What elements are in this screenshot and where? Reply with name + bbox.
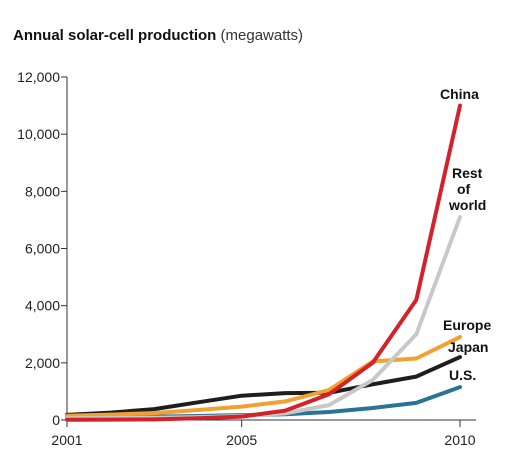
series-label-u-s: U.S. bbox=[449, 367, 476, 383]
y-tick-label: 12,000 bbox=[17, 69, 60, 85]
x-tick-label: 2010 bbox=[444, 432, 475, 448]
y-axis-ticks: 0 2,000 4,000 6,000 8,000 10,000 12,000 bbox=[17, 69, 67, 428]
y-tick-label: 2,000 bbox=[25, 355, 60, 371]
series-label-rest-of-world: of bbox=[457, 181, 471, 197]
chart-title-unit: (megawatts) bbox=[220, 27, 304, 44]
series-line-japan bbox=[65, 355, 462, 417]
series-label-china: China bbox=[440, 86, 479, 102]
y-tick-label: 0 bbox=[52, 412, 60, 428]
series-label-rest-of-world: world bbox=[448, 197, 486, 213]
y-tick-label: 6,000 bbox=[25, 241, 60, 257]
chart-title: Annual solar-cell production (megawatts) bbox=[13, 27, 303, 44]
x-tick-label: 2001 bbox=[51, 432, 82, 448]
series-label-japan: Japan bbox=[448, 339, 488, 355]
y-tick-label: 8,000 bbox=[25, 183, 60, 199]
x-tick-label: 2005 bbox=[226, 432, 257, 448]
y-tick-label: 4,000 bbox=[25, 298, 60, 314]
x-axis-ticks: 2001 2005 2010 bbox=[51, 420, 476, 448]
y-tick-label: 10,000 bbox=[17, 126, 60, 142]
series-label-europe: Europe bbox=[443, 317, 491, 333]
series-line-rest-of-world bbox=[65, 215, 462, 421]
chart-title-text: Annual solar-cell production bbox=[13, 27, 217, 44]
series-line-china bbox=[65, 103, 462, 422]
series-label-rest-of-world: Rest bbox=[452, 165, 483, 181]
series-lines bbox=[65, 103, 462, 422]
